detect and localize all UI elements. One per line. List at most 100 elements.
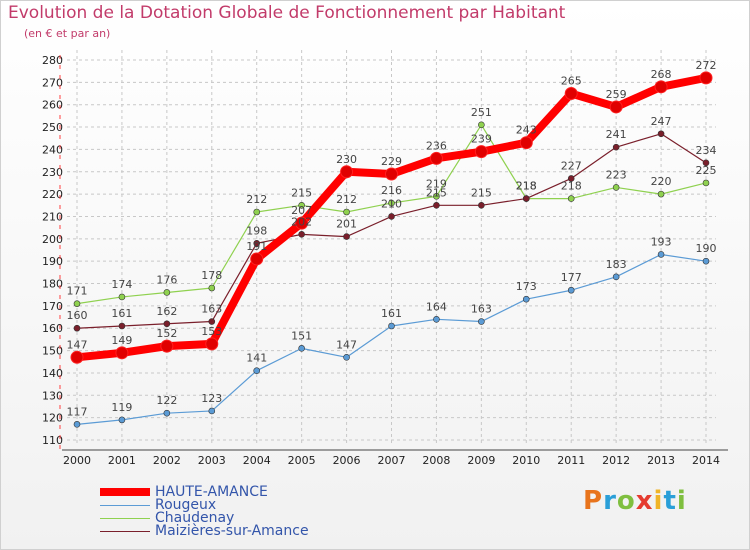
data-label-chaudenay: 251	[471, 106, 492, 119]
data-point-haute-amance	[205, 337, 219, 351]
data-point-haute-amance	[429, 151, 443, 165]
logo-letter: i	[676, 486, 687, 516]
data-point-maizieres-sur-amance	[612, 143, 620, 151]
x-tick-label: 2009	[467, 454, 495, 467]
y-tick-label: 270	[42, 76, 63, 89]
data-label-maizieres-sur-amance: 198	[246, 224, 267, 237]
x-tick-label: 2006	[333, 454, 361, 467]
data-label-haute-amance: 229	[381, 155, 402, 168]
data-label-rougeux: 119	[111, 401, 132, 414]
logo-letter: x	[635, 486, 654, 516]
data-point-rougeux	[567, 286, 575, 294]
data-label-rougeux: 193	[651, 235, 672, 248]
legend-swatch	[100, 531, 150, 532]
data-point-chaudenay	[298, 201, 305, 209]
x-tick-label: 2001	[108, 454, 136, 467]
data-label-rougeux: 190	[696, 242, 717, 255]
data-point-chaudenay	[433, 193, 440, 200]
data-point-rougeux	[702, 257, 710, 265]
x-tick-label: 2005	[288, 454, 316, 467]
data-point-maizieres-sur-amance	[163, 320, 171, 328]
y-tick-label: 170	[42, 300, 63, 313]
data-label-maizieres-sur-amance: 234	[696, 144, 717, 157]
data-point-chaudenay	[208, 284, 216, 292]
data-label-haute-amance: 207	[291, 204, 312, 217]
x-tick-label: 2003	[198, 454, 226, 467]
data-label-haute-amance: 147	[67, 338, 88, 351]
data-label-haute-amance: 149	[111, 334, 132, 347]
data-point-haute-amance	[250, 252, 264, 266]
data-point-haute-amance	[609, 100, 623, 114]
data-label-maizieres-sur-amance: 215	[426, 186, 447, 199]
data-point-haute-amance	[564, 87, 578, 101]
data-point-maizieres-sur-amance	[433, 201, 440, 209]
data-label-rougeux: 151	[291, 329, 312, 342]
data-point-haute-amance	[385, 167, 398, 181]
data-point-maizieres-sur-amance	[73, 324, 81, 332]
logo-letter: i	[653, 486, 664, 516]
data-point-rougeux	[118, 416, 126, 424]
data-label-maizieres-sur-amance: 215	[471, 186, 492, 199]
data-label-chaudenay: 218	[561, 180, 582, 193]
y-tick-label: 210	[42, 210, 63, 223]
data-label-haute-amance: 265	[561, 75, 582, 88]
x-tick-label: 2000	[63, 454, 91, 467]
data-label-chaudenay: 212	[336, 193, 357, 206]
data-point-haute-amance	[70, 350, 84, 364]
data-point-rougeux	[298, 345, 305, 352]
data-label-maizieres-sur-amance: 227	[561, 159, 582, 172]
data-label-maizieres-sur-amance: 218	[516, 180, 537, 193]
data-label-chaudenay: 216	[381, 184, 402, 197]
data-label-rougeux: 163	[471, 303, 492, 316]
y-tick-label: 280	[42, 54, 63, 67]
y-tick-label: 220	[42, 188, 63, 201]
data-label-haute-amance: 243	[516, 124, 537, 137]
data-label-chaudenay: 176	[156, 273, 177, 286]
logo-letter: r	[603, 486, 617, 516]
x-tick-label: 2014	[692, 454, 720, 467]
data-point-haute-amance	[519, 136, 533, 150]
data-label-maizieres-sur-amance: 247	[651, 115, 672, 128]
y-tick-label: 260	[42, 99, 63, 112]
data-label-maizieres-sur-amance: 162	[156, 305, 177, 318]
y-tick-label: 140	[42, 367, 63, 380]
legend-label: Rougeux	[155, 497, 217, 513]
data-label-haute-amance: 236	[426, 139, 447, 152]
data-label-chaudenay: 225	[696, 164, 717, 177]
data-label-maizieres-sur-amance: 202	[291, 215, 312, 228]
legend-swatch	[100, 505, 150, 506]
x-tick-label: 2011	[557, 454, 585, 467]
data-label-rougeux: 173	[516, 280, 537, 293]
data-label-haute-amance: 272	[696, 59, 717, 72]
data-label-chaudenay: 171	[67, 285, 88, 298]
data-point-chaudenay	[478, 121, 485, 129]
data-label-chaudenay: 178	[201, 269, 222, 282]
legend-label: Chaudenay	[155, 510, 235, 526]
data-point-haute-amance	[160, 339, 174, 353]
chart-subtitle: (en € et par an)	[24, 27, 111, 40]
data-point-maizieres-sur-amance	[567, 175, 575, 182]
data-point-haute-amance	[115, 346, 129, 360]
x-tick-label: 2013	[647, 454, 675, 467]
logo-letter: P	[583, 486, 604, 516]
data-point-chaudenay	[73, 300, 81, 307]
data-label-rougeux: 164	[426, 300, 447, 313]
data-label-chaudenay: 215	[291, 186, 312, 199]
legend-label: HAUTE-AMANCE	[155, 484, 268, 500]
data-point-chaudenay	[388, 199, 395, 207]
data-label-rougeux: 183	[606, 258, 627, 271]
legend-label: Maizières-sur-Amance	[155, 523, 309, 539]
data-label-rougeux: 147	[336, 338, 357, 351]
data-label-chaudenay: 220	[651, 175, 672, 188]
data-point-chaudenay	[343, 208, 350, 216]
data-point-maizieres-sur-amance	[522, 195, 530, 202]
data-label-rougeux: 177	[561, 271, 582, 284]
data-point-rougeux	[343, 353, 350, 361]
data-label-haute-amance: 152	[156, 327, 177, 340]
data-label-maizieres-sur-amance: 201	[336, 218, 357, 231]
data-point-haute-amance	[340, 165, 354, 179]
data-point-rougeux	[433, 315, 440, 323]
data-label-chaudenay: 174	[111, 278, 132, 291]
logo-letter: t	[663, 486, 677, 516]
